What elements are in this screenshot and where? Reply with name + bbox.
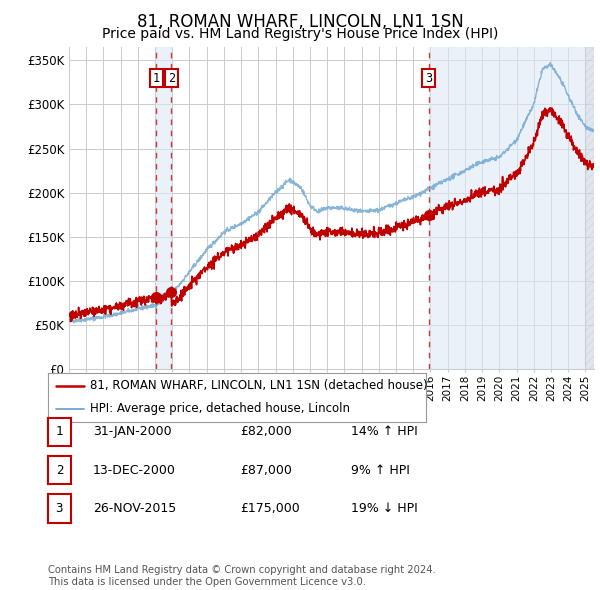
Text: 1: 1 <box>153 71 160 84</box>
Text: 81, ROMAN WHARF, LINCOLN, LN1 1SN (detached house): 81, ROMAN WHARF, LINCOLN, LN1 1SN (detac… <box>89 379 427 392</box>
Text: 26-NOV-2015: 26-NOV-2015 <box>93 502 176 515</box>
Bar <box>586 47 594 369</box>
Text: 14% ↑ HPI: 14% ↑ HPI <box>351 425 418 438</box>
Text: 1: 1 <box>56 425 63 438</box>
Text: 2: 2 <box>168 71 175 84</box>
Text: £175,000: £175,000 <box>240 502 300 515</box>
Text: HPI: Average price, detached house, Lincoln: HPI: Average price, detached house, Linc… <box>89 402 350 415</box>
Text: 31-JAN-2000: 31-JAN-2000 <box>93 425 172 438</box>
Text: £82,000: £82,000 <box>240 425 292 438</box>
Text: 19% ↓ HPI: 19% ↓ HPI <box>351 502 418 515</box>
Text: Contains HM Land Registry data © Crown copyright and database right 2024.
This d: Contains HM Land Registry data © Crown c… <box>48 565 436 587</box>
Text: £87,000: £87,000 <box>240 464 292 477</box>
Text: Price paid vs. HM Land Registry's House Price Index (HPI): Price paid vs. HM Land Registry's House … <box>102 27 498 41</box>
Bar <box>157 47 172 369</box>
Text: 9% ↑ HPI: 9% ↑ HPI <box>351 464 410 477</box>
Text: 13-DEC-2000: 13-DEC-2000 <box>93 464 176 477</box>
Text: 3: 3 <box>56 502 63 515</box>
Text: 81, ROMAN WHARF, LINCOLN, LN1 1SN: 81, ROMAN WHARF, LINCOLN, LN1 1SN <box>137 13 463 31</box>
Text: 3: 3 <box>425 71 433 84</box>
Bar <box>429 47 594 369</box>
Text: 2: 2 <box>56 464 63 477</box>
